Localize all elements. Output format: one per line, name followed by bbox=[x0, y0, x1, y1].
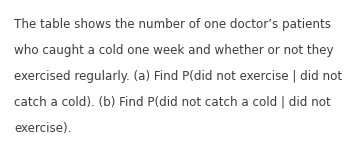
Text: catch a cold). (b) Find P(did not catch a cold | did not: catch a cold). (b) Find P(did not catch … bbox=[14, 96, 331, 109]
Text: The table shows the number of one doctor’s patients: The table shows the number of one doctor… bbox=[14, 18, 331, 31]
Text: who caught a cold one week and whether or not they: who caught a cold one week and whether o… bbox=[14, 44, 334, 57]
Text: exercise).: exercise). bbox=[14, 122, 71, 135]
Text: exercised regularly. (a) Find P(did not exercise | did not: exercised regularly. (a) Find P(did not … bbox=[14, 70, 342, 83]
